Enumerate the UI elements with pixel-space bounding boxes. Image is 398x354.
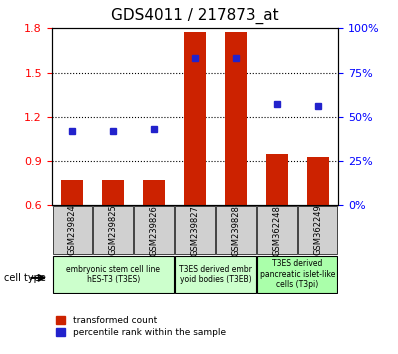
Bar [225, 32, 247, 205]
FancyBboxPatch shape [176, 206, 215, 255]
FancyBboxPatch shape [135, 206, 174, 255]
FancyBboxPatch shape [94, 206, 133, 255]
Bar [102, 179, 125, 205]
Bar [306, 158, 329, 205]
FancyBboxPatch shape [257, 256, 338, 293]
Text: GSM239828: GSM239828 [232, 205, 240, 256]
Text: cell type: cell type [4, 273, 46, 283]
Bar [61, 179, 84, 205]
Bar [184, 32, 206, 205]
FancyBboxPatch shape [216, 206, 256, 255]
FancyBboxPatch shape [53, 256, 174, 293]
FancyBboxPatch shape [176, 256, 256, 293]
Text: T3ES derived
pancreatic islet-like
cells (T3pi): T3ES derived pancreatic islet-like cells… [259, 259, 335, 289]
Text: embryonic stem cell line
hES-T3 (T3ES): embryonic stem cell line hES-T3 (T3ES) [66, 265, 160, 284]
Legend: transformed count, percentile rank within the sample: transformed count, percentile rank withi… [56, 316, 226, 337]
Title: GDS4011 / 217873_at: GDS4011 / 217873_at [111, 8, 279, 24]
Bar [143, 179, 165, 205]
Text: GSM362248: GSM362248 [272, 205, 281, 256]
FancyBboxPatch shape [53, 206, 92, 255]
Text: GSM239825: GSM239825 [109, 205, 118, 256]
Text: GSM239827: GSM239827 [191, 205, 199, 256]
Text: GSM362249: GSM362249 [313, 205, 322, 256]
Text: T3ES derived embr
yoid bodies (T3EB): T3ES derived embr yoid bodies (T3EB) [179, 265, 252, 284]
Text: GSM239826: GSM239826 [150, 205, 158, 256]
FancyBboxPatch shape [298, 206, 338, 255]
Text: GSM239824: GSM239824 [68, 205, 77, 256]
Bar [265, 154, 288, 205]
FancyBboxPatch shape [257, 206, 297, 255]
